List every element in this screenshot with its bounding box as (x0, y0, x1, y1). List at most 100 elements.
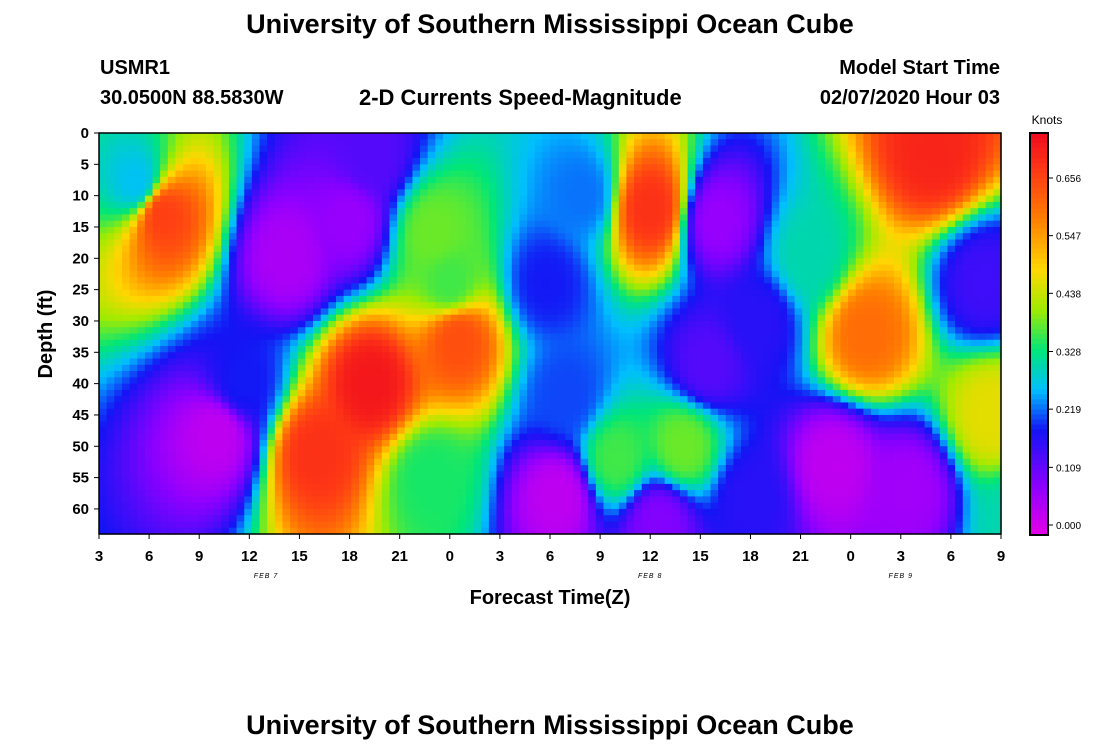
heat-cell (664, 189, 673, 197)
heat-cell (603, 295, 612, 303)
heat-cell (129, 295, 138, 303)
heat-cell (611, 220, 620, 228)
heat-cell (206, 133, 215, 140)
heat-cell (374, 158, 383, 165)
heat-cell (511, 133, 521, 140)
heat-cell (343, 189, 352, 197)
heat-cell (473, 396, 482, 404)
heat-cell (343, 477, 352, 485)
heat-cell (328, 471, 337, 479)
heat-cell (542, 458, 551, 466)
heat-cell (611, 527, 620, 535)
heat-cell (381, 446, 391, 454)
heat-cell (427, 339, 436, 347)
heat-cell (565, 371, 574, 378)
heat-cell (183, 446, 192, 454)
heat-cell (198, 358, 207, 366)
heat-cell (351, 314, 360, 322)
heat-cell (557, 477, 566, 485)
heat-cell (550, 477, 559, 485)
heat-cell (511, 396, 521, 404)
heat-cell (121, 477, 131, 485)
heat-cell (320, 252, 329, 259)
heat-cell (305, 289, 314, 297)
heat-cell (374, 414, 383, 422)
heat-cell (137, 339, 146, 347)
heat-cell (618, 515, 628, 523)
heat-cell (358, 352, 368, 360)
heat-cell (251, 289, 261, 297)
heat-cell (641, 151, 650, 159)
heat-cell (465, 521, 475, 529)
heat-cell (221, 314, 230, 322)
heat-cell (381, 383, 391, 391)
heat-cell (198, 302, 207, 310)
heat-cell (504, 270, 513, 278)
heat-cell (397, 496, 406, 504)
heat-cell (251, 183, 261, 190)
heat-cell (389, 264, 398, 272)
heat-cell (458, 521, 467, 529)
heat-cell (114, 521, 123, 529)
heat-cell (381, 527, 391, 535)
heat-cell (228, 371, 238, 378)
heat-cell (366, 158, 375, 165)
heat-cell (121, 414, 131, 422)
heat-cell (251, 508, 261, 516)
heat-cell (121, 352, 131, 360)
heat-cell (152, 270, 161, 278)
heat-cell (420, 496, 429, 504)
heat-cell (611, 477, 620, 485)
heat-cell (542, 183, 551, 190)
heat-cell (313, 414, 322, 422)
heat-cell (442, 396, 452, 404)
heat-cell (251, 446, 261, 454)
heat-cell (404, 427, 413, 435)
heat-cell (351, 496, 360, 504)
heat-cell (251, 208, 261, 216)
heat-cell (634, 158, 643, 165)
heat-cell (351, 308, 360, 316)
heat-cell (488, 458, 498, 466)
heat-cell (290, 183, 299, 190)
heat-cell (244, 220, 253, 228)
heat-cell (557, 465, 566, 472)
heat-cell (358, 339, 368, 347)
heat-cell (236, 264, 245, 272)
heat-cell (137, 245, 146, 253)
heat-cell (611, 308, 620, 316)
heat-cell (504, 358, 513, 366)
heat-cell (412, 201, 421, 209)
heat-cell (641, 364, 650, 372)
heat-cell (557, 220, 566, 228)
heat-cell (152, 427, 161, 435)
heat-cell (588, 170, 597, 178)
heat-cell (144, 164, 154, 172)
heat-cell (641, 346, 650, 353)
heat-cell (397, 502, 406, 510)
heat-cell (618, 458, 628, 466)
heat-cell (297, 289, 306, 297)
heat-cell (595, 189, 605, 197)
heat-cell (442, 440, 452, 447)
heat-cell (374, 314, 383, 322)
heat-cell (458, 433, 467, 441)
heat-cell (290, 521, 299, 529)
heat-cell (381, 352, 391, 360)
heat-cell (626, 214, 635, 222)
heat-cell (213, 383, 222, 391)
heat-cell (313, 264, 322, 272)
heat-cell (397, 364, 406, 372)
heat-cell (511, 183, 521, 190)
heat-cell (183, 139, 192, 147)
heat-cell (450, 333, 459, 341)
heat-cell (152, 289, 161, 297)
heat-cell (114, 358, 123, 366)
heat-cell (228, 352, 238, 360)
heat-cell (412, 314, 421, 322)
heat-cell (297, 490, 306, 498)
heat-cell (427, 508, 436, 516)
heat-cell (481, 164, 490, 172)
heat-cell (595, 283, 605, 291)
heat-cell (389, 201, 398, 209)
